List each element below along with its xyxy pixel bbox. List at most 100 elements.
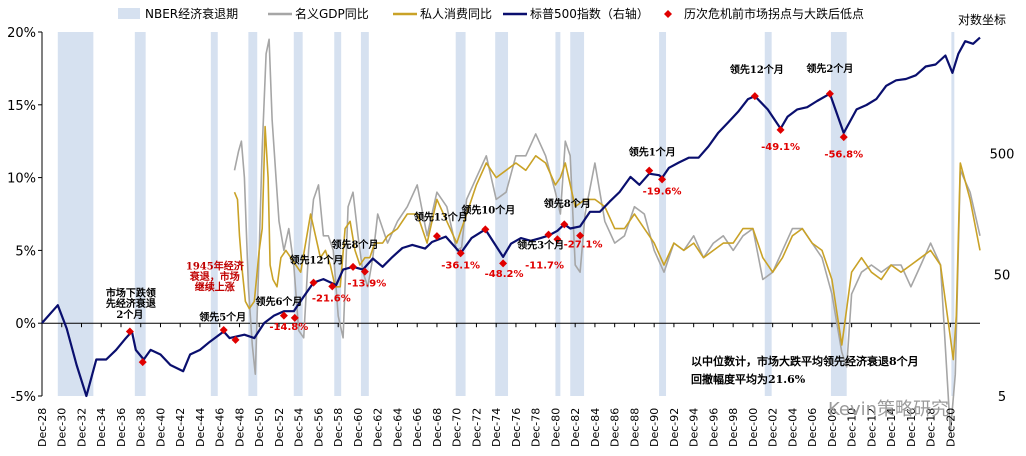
recession-band (659, 32, 667, 396)
lead-time-label: 领先10个月 (461, 203, 515, 216)
legend-label: 历次危机前市场拐点与大跌后低点 (684, 6, 864, 21)
x-tick-label: Dec-98 (727, 408, 740, 447)
recession-band (293, 32, 303, 396)
lead-time-label: 继续上涨 (195, 281, 235, 294)
recession-band (455, 32, 466, 396)
x-tick-label: Dec-94 (688, 408, 701, 447)
turning-point-marker (576, 231, 585, 240)
legend-label: NBER经济衰退期 (145, 6, 238, 21)
turning-point-marker (349, 262, 358, 271)
x-tick-label: Dec-08 (826, 408, 839, 447)
x-tick-label: Dec-52 (273, 408, 286, 447)
x-tick-label: Dec-62 (372, 408, 385, 447)
legend-item: 私人消费同比 (393, 7, 492, 21)
recession-band (360, 32, 369, 396)
x-tick-label: Dec-10 (846, 408, 859, 447)
x-tick-label: Dec-76 (510, 408, 523, 447)
drawdown-label: -49.1% (761, 142, 800, 153)
turning-point-marker (544, 230, 553, 239)
x-tick-label: Dec-70 (451, 408, 464, 447)
right-tick-label: 500 (990, 147, 1015, 162)
legend-label: 私人消费同比 (420, 7, 492, 21)
axes (38, 31, 980, 397)
turning-point-marker (499, 259, 508, 268)
x-tick-label: Dec-82 (569, 408, 582, 447)
drawdown-label: -48.2% (485, 269, 524, 280)
drawdown-label: -14.8% (269, 322, 308, 333)
x-tick-label: Dec-74 (490, 408, 503, 447)
note-line-1: 以中位数计，市场大跌平均领先经济衰退8个月 (691, 354, 919, 368)
x-tick-label: Dec-12 (865, 408, 878, 447)
tick-labels: -5% 0% 5% 10% 15% 20% 5 50 500 Dec-28 Dec-30 Dec-32… (7, 26, 1014, 447)
turning-point-marker (776, 125, 785, 134)
x-tick-label: Dec-96 (707, 408, 720, 447)
turning-point-marker (219, 325, 228, 334)
lead-time-label: 领先6个月 (255, 295, 302, 308)
recession-band (134, 32, 146, 396)
x-tick-label: Dec-54 (293, 408, 306, 447)
x-tick-label: Dec-68 (431, 408, 444, 447)
x-tick-label: Dec-56 (312, 408, 325, 447)
x-tick-label: Dec-34 (95, 408, 108, 447)
turning-point-marker (290, 313, 299, 322)
x-tick-label: Dec-14 (885, 408, 898, 447)
x-tick-label: Dec-80 (549, 408, 562, 447)
lead-time-label: 先经济衰退 (106, 297, 156, 310)
turning-point-marker (481, 225, 490, 234)
turning-point-marker (658, 175, 667, 184)
x-tick-label: Dec-20 (944, 408, 957, 447)
recession-band (764, 32, 772, 396)
turning-point-marker (750, 92, 759, 101)
x-tick-label: Dec-28 (36, 408, 49, 447)
x-tick-label: Dec-92 (668, 408, 681, 447)
lead-time-label: 领先13个月 (414, 210, 468, 223)
lead-time-label: 衰退，市场 (189, 270, 240, 283)
x-tick-label: Dec-58 (332, 408, 345, 447)
lead-time-label: 领先8个月 (544, 197, 591, 210)
lead-time-label: 1945年经济 (186, 260, 245, 273)
turning-point-marker (560, 220, 569, 229)
x-tick-label: Dec-44 (194, 408, 207, 447)
lead-time-label: 领先12个月 (290, 253, 344, 266)
legend-label: 名义GDP同比 (295, 6, 369, 21)
drawdown-label: -27.1% (564, 239, 603, 250)
x-tick-label: Dec-36 (115, 408, 128, 447)
x-tick-label: Dec-16 (905, 408, 918, 447)
turning-point-marker (138, 358, 147, 367)
x-tick-label: Dec-90 (648, 408, 661, 447)
x-tick-label: Dec-72 (470, 408, 483, 447)
recession-band (210, 32, 218, 396)
turning-point-marker (432, 232, 441, 241)
recession-band (830, 32, 847, 396)
drawdown-label: -56.8% (824, 150, 863, 161)
legend-swatch (118, 8, 140, 19)
watermark: Kevin策略研究 (828, 399, 949, 420)
x-tick-label: Dec-32 (75, 408, 88, 447)
drawdown-label: -13.9% (347, 278, 386, 289)
x-tick-label: Dec-42 (174, 408, 187, 447)
x-tick-label: Dec-50 (253, 408, 266, 447)
legend-item: 名义GDP同比 (268, 6, 369, 21)
lead-time-label: 2个月 (116, 308, 143, 321)
x-tick-label: Dec-38 (135, 408, 148, 447)
x-tick-label: Dec-78 (530, 408, 543, 447)
legend-swatch (664, 10, 672, 18)
drawdown-label: -19.6% (643, 186, 682, 197)
recession-band (248, 32, 258, 396)
turning-point-marker (825, 89, 834, 98)
turning-point-marker (328, 282, 337, 291)
x-tick-label: Dec-60 (352, 408, 365, 447)
x-tick-label: Dec-84 (589, 408, 602, 447)
right-tick-label: 5 (998, 390, 1006, 405)
annotations: 市场下跌领先经济衰退2个月1945年经济衰退，市场继续上涨领先5个月领先6个月-… (106, 62, 863, 333)
right-tick-label: 50 (994, 269, 1011, 284)
x-tick-label: Dec-00 (747, 408, 760, 447)
gdp-yoy-line (233, 38, 981, 434)
drawdown-label: -11.7% (525, 261, 564, 272)
consumption-yoy-line (233, 125, 981, 361)
x-tick-label: Dec-04 (786, 408, 799, 447)
lead-time-label: 领先12个月 (730, 63, 784, 76)
turning-point-marker (645, 166, 654, 175)
